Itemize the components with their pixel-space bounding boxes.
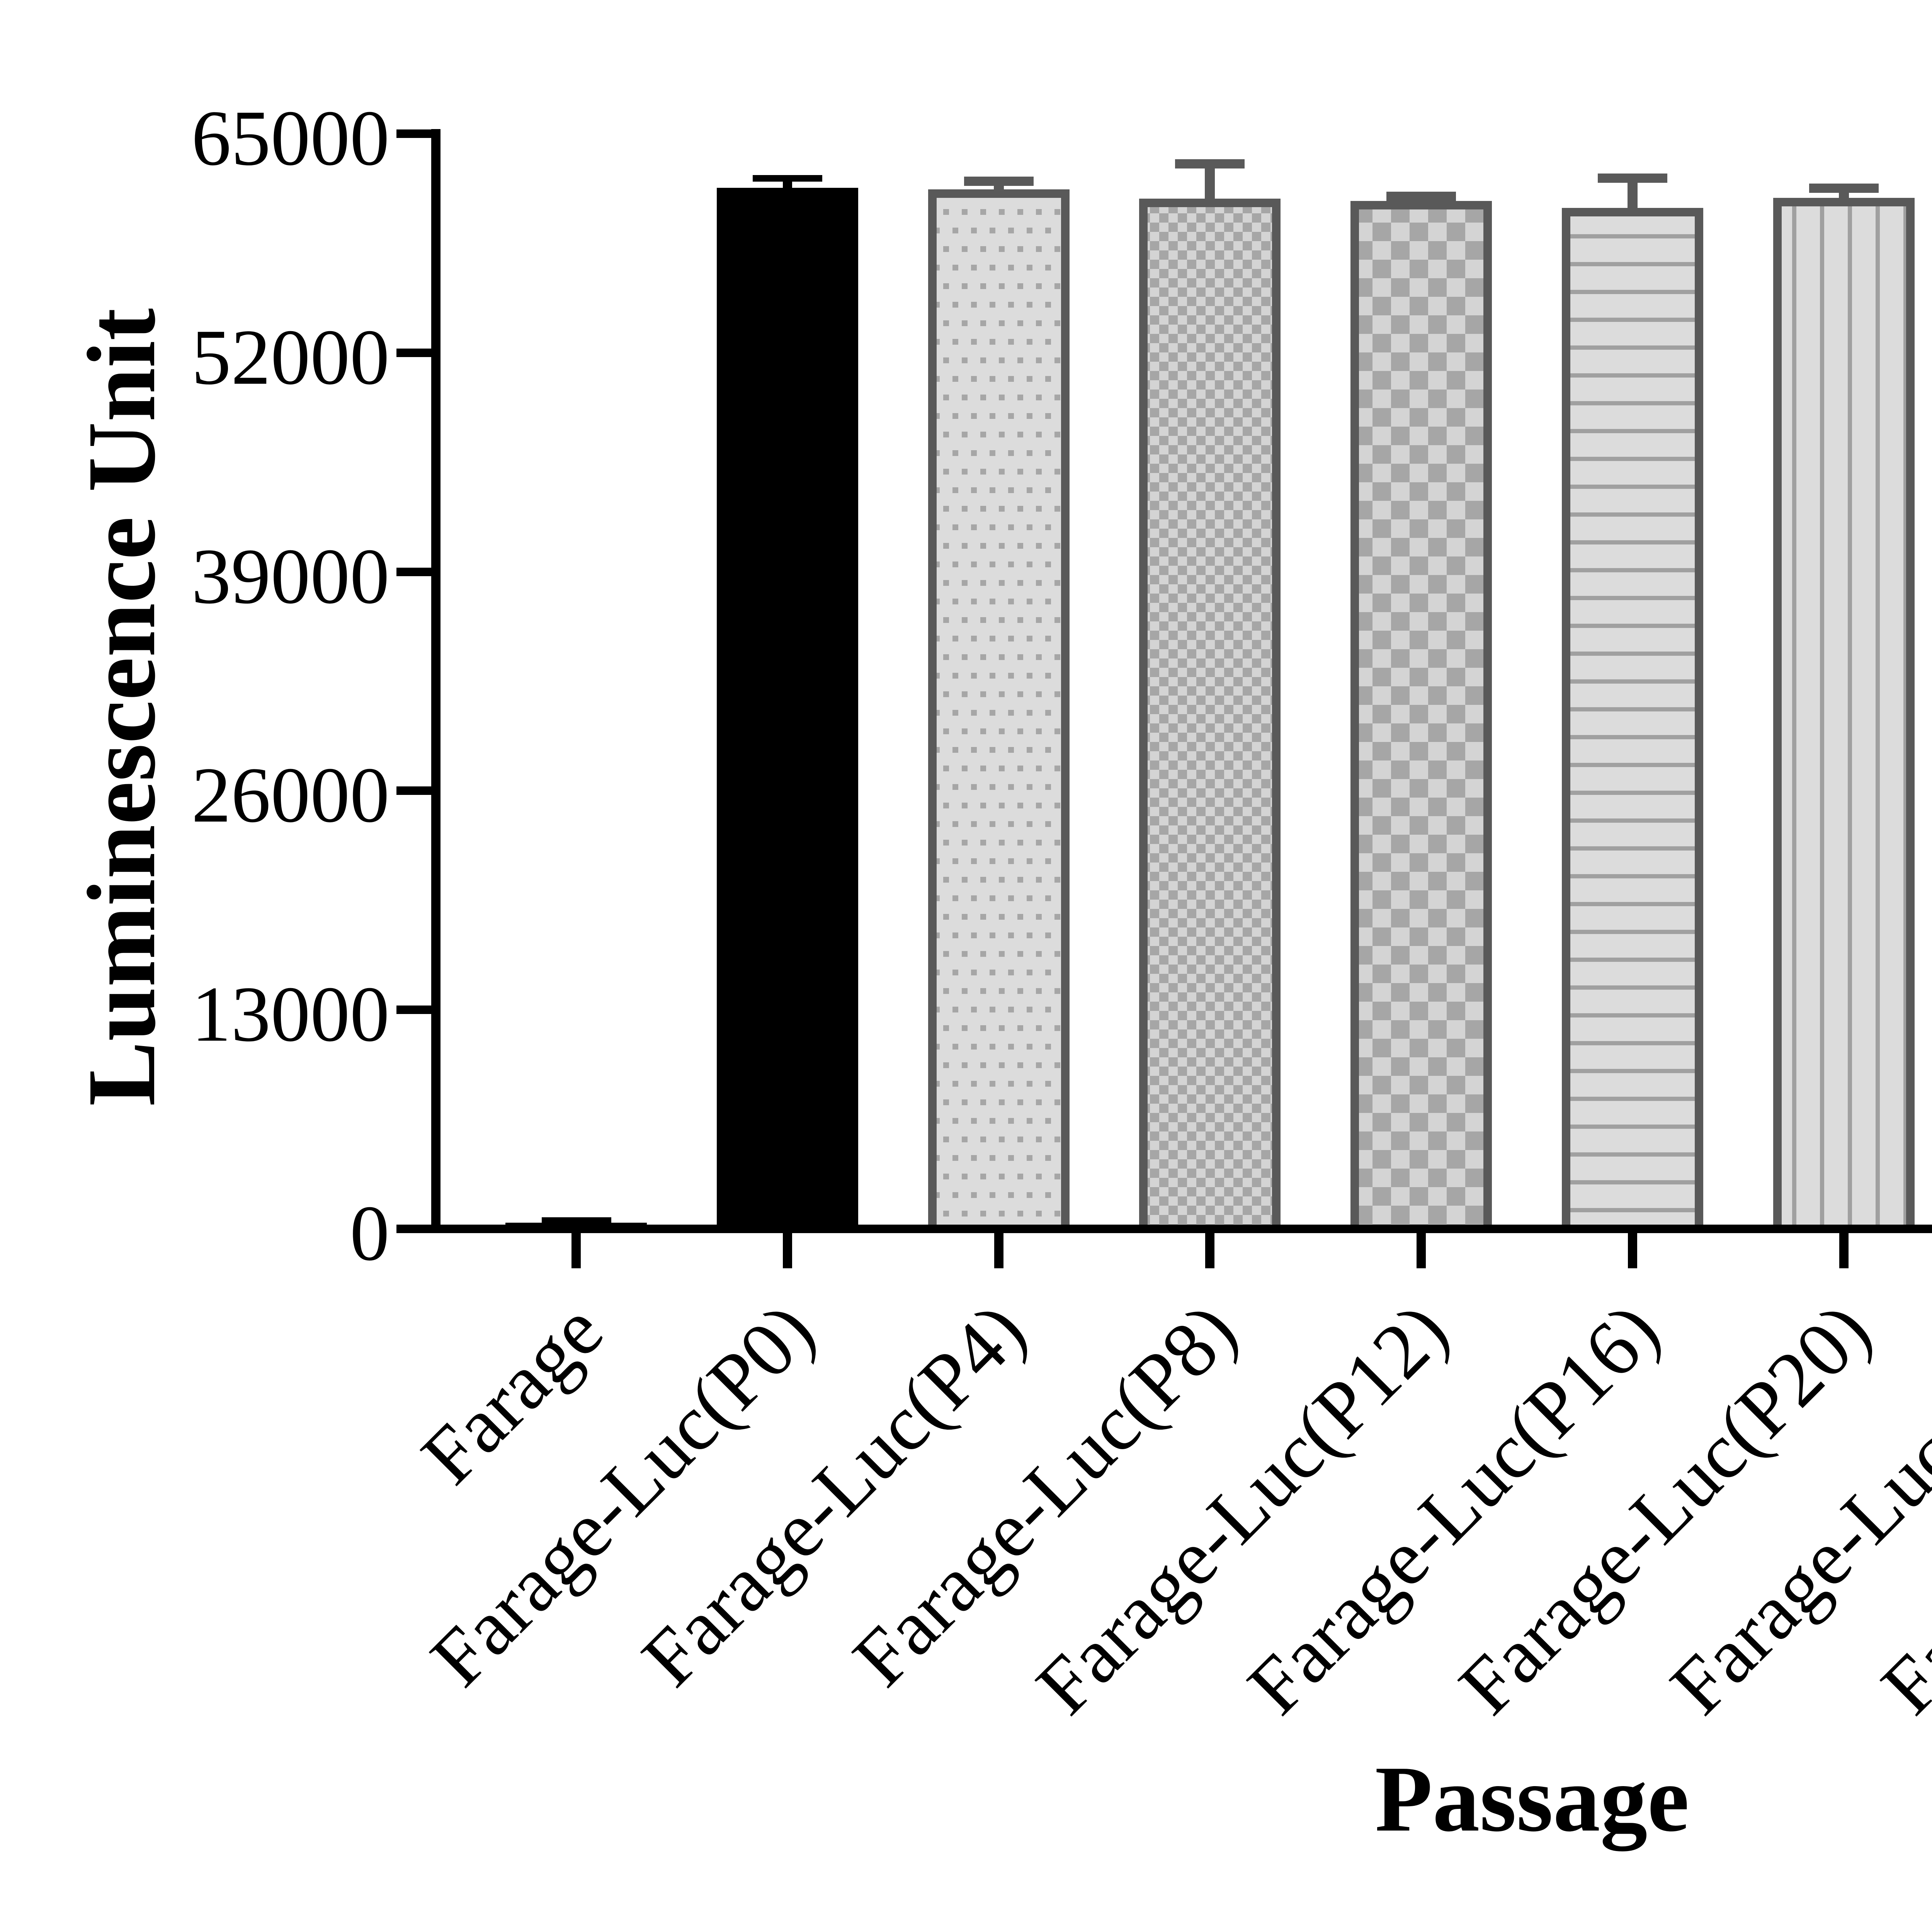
svg-text:26000: 26000 [192,751,390,839]
svg-text:0: 0 [350,1189,390,1277]
svg-text:39000: 39000 [192,533,390,620]
svg-text:13000: 13000 [192,970,390,1058]
svg-text:52000: 52000 [192,313,390,401]
svg-text:Luminescence Unit: Luminescence Unit [67,308,175,1106]
svg-text:65000: 65000 [192,94,390,182]
svg-text:Passage: Passage [1375,1747,1689,1851]
